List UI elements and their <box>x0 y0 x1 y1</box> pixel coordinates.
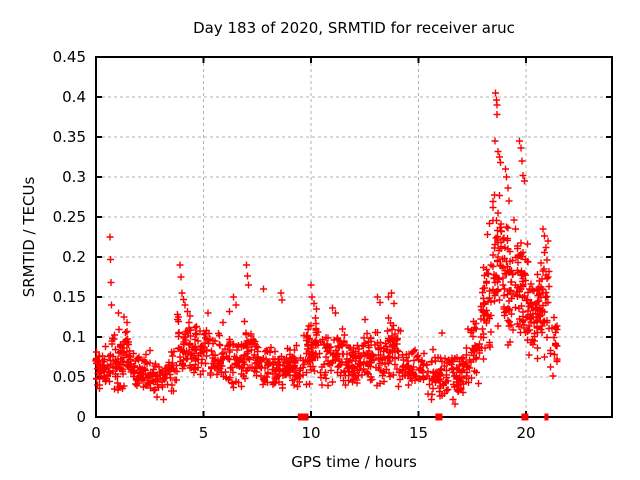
y-tick-label: 0.1 <box>62 328 86 346</box>
chart-layers: 0 5 10 15 20 0 0.05 0.1 0.15 0.2 0.25 0.3 0.35 0.4 0.4… <box>53 48 613 442</box>
scatter-points <box>92 89 561 408</box>
chart-title: Day 183 of 2020, SRMTID for receiver aru… <box>193 19 515 37</box>
y-tick-label: 0.25 <box>53 208 86 226</box>
y-axis-label: SRMTID / TECUs <box>20 177 38 298</box>
y-tick-label: 0.45 <box>53 48 86 66</box>
y-tick-label: 0.2 <box>62 248 86 266</box>
x-tick-label: 10 <box>301 424 320 442</box>
zero-marker-square <box>301 413 309 421</box>
zero-marker-square <box>521 413 529 421</box>
tick-labels: 0 5 10 15 20 0 0.05 0.1 0.15 0.2 0.25 0.3 0.35 0.4 0.4… <box>53 48 536 442</box>
zero-markers <box>297 413 549 421</box>
x-tick-label: 15 <box>409 424 428 442</box>
x-axis-label: GPS time / hours <box>291 453 417 471</box>
y-tick-label: 0.05 <box>53 368 86 386</box>
zero-marker-square <box>297 413 305 421</box>
y-tick-label: 0.3 <box>62 168 86 186</box>
y-tick-label: 0.15 <box>53 288 86 306</box>
y-tick-label: 0.35 <box>53 128 86 146</box>
zero-marker-square <box>435 413 443 421</box>
x-tick-label: 20 <box>516 424 535 442</box>
x-tick-label: 5 <box>199 424 209 442</box>
y-tick-label: 0.4 <box>62 88 86 106</box>
plot-border <box>95 56 613 418</box>
y-tick-label: 0 <box>76 408 86 426</box>
x-tick-label: 0 <box>91 424 101 442</box>
zero-marker-square <box>544 413 549 421</box>
